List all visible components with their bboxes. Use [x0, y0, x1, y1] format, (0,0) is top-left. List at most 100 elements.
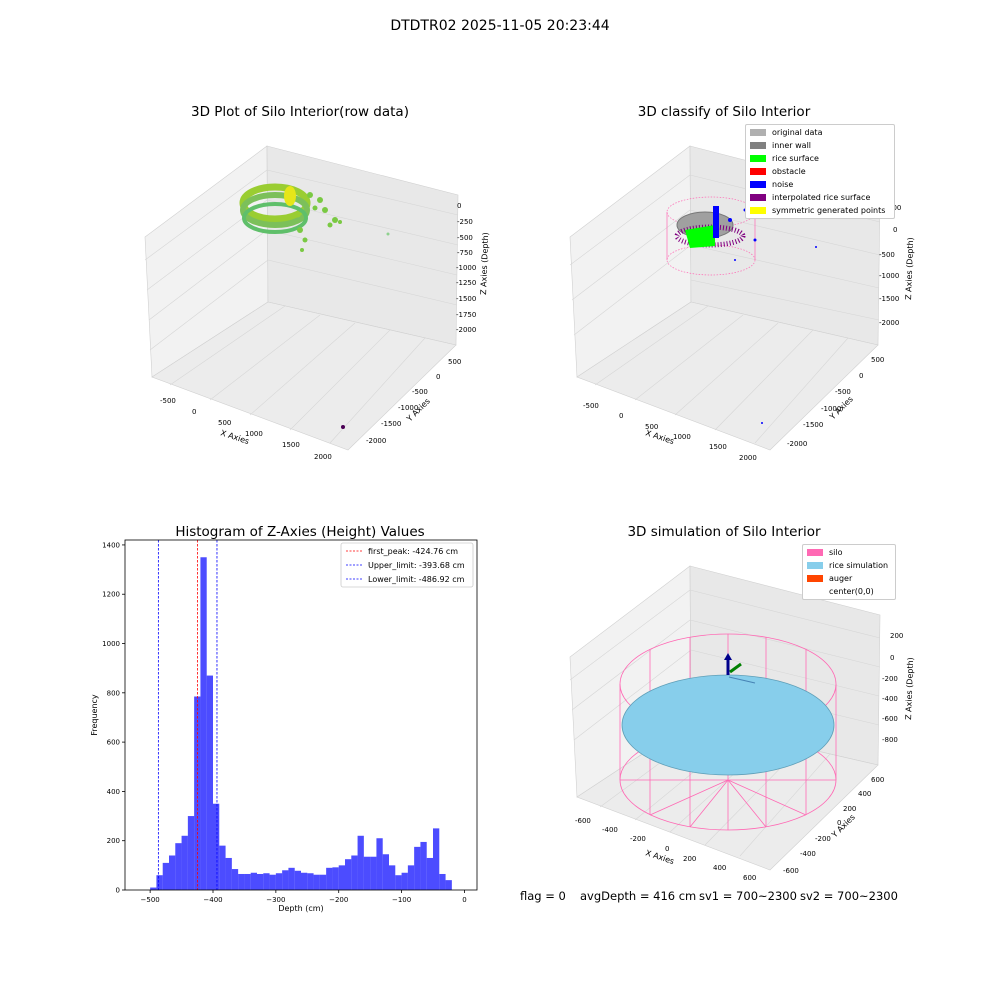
- sim-x-tick: 400: [713, 864, 726, 872]
- histogram-bar: [439, 873, 446, 890]
- legend-obstacle: obstacle: [750, 167, 806, 176]
- histogram-chart: −500 −400 −300 −200 −100 0 0 200 400 600 800 1000 1…: [90, 539, 478, 913]
- histogram-y-tick-label: 1200: [102, 591, 120, 599]
- legend-swatch: [807, 575, 823, 582]
- legend-interpolated: interpolated rice surface: [750, 193, 870, 202]
- histogram-bar: [213, 803, 220, 890]
- simulation-plot-title: 3D simulation of Silo Interior: [627, 524, 821, 540]
- histogram-bar: [257, 873, 264, 890]
- histogram-bar: [407, 865, 415, 890]
- histogram-bar: [219, 845, 226, 890]
- histogram-bar: [338, 865, 345, 890]
- raw-z-tick: 0: [457, 202, 461, 210]
- histogram-y-tick-label: 800: [107, 689, 120, 697]
- sim-y-tick: 200: [843, 805, 856, 813]
- histogram-x-tick-label: −500: [141, 896, 160, 904]
- sim-y-label: Y Axies: [829, 813, 857, 841]
- histogram-bar: [294, 870, 301, 890]
- classify-x-tick: 1000: [673, 433, 691, 441]
- histogram-vlines: [157, 540, 218, 890]
- histogram-bar: [244, 873, 251, 890]
- footer-sv1: sv1 = 700~2300: [699, 889, 797, 903]
- raw-z-label: Z Axies (Depth): [479, 232, 490, 295]
- histogram-bar: [263, 873, 270, 890]
- legend-label: noise: [772, 180, 794, 189]
- histogram-bar: [156, 875, 163, 890]
- histogram-bar: [187, 816, 195, 890]
- classify-y-tick: -1500: [803, 421, 823, 429]
- legend-symmetric: symmetric generated points: [750, 206, 885, 215]
- classify-y-tick: 0: [859, 372, 863, 380]
- histogram-bar: [238, 873, 245, 890]
- legend-center: center(0,0): [807, 587, 874, 596]
- legend-swatch: [807, 562, 823, 569]
- sim-z-tick: 0: [890, 654, 894, 662]
- classify-y-tick: 500: [871, 356, 884, 364]
- raw-z-tick: -1500: [456, 295, 476, 303]
- histogram-bar: [162, 862, 169, 890]
- sim-x-tick: -200: [630, 835, 646, 843]
- legend-swatch: [807, 588, 823, 595]
- histogram-x-tick-label: −400: [203, 896, 222, 904]
- histogram-x-tick-label: −200: [329, 896, 348, 904]
- raw-x-tick: 1500: [282, 441, 300, 449]
- legend-first-peak: first_peak: -424.76 cm: [368, 547, 458, 556]
- sim-z-tick: -800: [882, 736, 898, 744]
- sim-x-tick: -600: [575, 817, 591, 825]
- legend-label: rice surface: [772, 154, 819, 163]
- histogram-bar: [250, 872, 257, 890]
- histogram-legend: first_peak: -424.76 cm Upper_limit: -393…: [340, 542, 474, 588]
- histogram-y-tick-label: 1400: [102, 541, 120, 549]
- sim-z-tick: 200: [890, 632, 903, 640]
- raw-y-tick: -1500: [381, 420, 401, 428]
- histogram-bar: [401, 872, 408, 890]
- sim-z-tick: -200: [882, 675, 898, 683]
- raw-y-tick: -2000: [366, 437, 386, 445]
- raw-x-tick: 0: [192, 408, 196, 416]
- raw-z-tick: -1000: [456, 264, 476, 272]
- histogram-bar: [150, 887, 157, 890]
- legend-swatch: [750, 168, 766, 175]
- histogram-y-tick-label: 600: [107, 739, 120, 747]
- raw-x-tick: 2000: [314, 453, 332, 460]
- classify-x-tick: 2000: [739, 454, 757, 460]
- legend-label: center(0,0): [829, 587, 874, 596]
- legend-label: symmetric generated points: [772, 206, 886, 215]
- raw-z-tick: -500: [457, 234, 473, 242]
- legend-label: original data: [772, 128, 823, 137]
- classify-x-tick: 1500: [709, 443, 727, 451]
- legend-silo: silo: [807, 548, 843, 557]
- raw-z-tick: -1750: [456, 311, 476, 319]
- legend-lower-limit: Lower_limit: -486.92 cm: [368, 575, 465, 584]
- histogram-bar: [395, 875, 402, 890]
- histogram-bar: [200, 557, 207, 890]
- histogram-bar: [269, 874, 276, 890]
- legend-label: inner wall: [772, 141, 812, 150]
- classify-point-cloud: [666, 196, 817, 424]
- classify-z-ticks: 500 0 -500 -1000 -1500 -2000: [879, 204, 901, 327]
- sim-auger: [724, 653, 756, 684]
- classify-x-tick: 500: [645, 423, 658, 431]
- histogram-bar: [445, 880, 452, 890]
- histogram-title: Histogram of Z-Axies (Height) Values: [175, 524, 425, 540]
- legend-rice-surface: rice surface: [750, 154, 819, 163]
- classify-z-tick: -2000: [879, 319, 899, 327]
- footer-avg-depth: avgDepth = 416 cm: [580, 889, 697, 903]
- classify-y-tick: -2000: [787, 440, 807, 448]
- raw-y-ticks: 500 0 -500 -1000 -1500 -2000: [366, 358, 461, 445]
- histogram-x-tick-label: −100: [392, 896, 411, 904]
- legend-label: interpolated rice surface: [772, 193, 871, 202]
- sim-y-tick: 600: [871, 776, 884, 784]
- histogram-y-tick-label: 200: [107, 837, 120, 845]
- histogram-bar: [370, 856, 377, 890]
- sim-x-tick: 0: [665, 845, 669, 853]
- classify-z-tick: 0: [893, 226, 897, 234]
- legend-original-data: original data: [750, 128, 822, 137]
- legend-swatch: [750, 194, 766, 201]
- sim-y-tick: 0: [837, 819, 841, 827]
- sim-z-tick: -600: [882, 715, 898, 723]
- sim-rice-surface: [621, 674, 835, 776]
- raw-z-ticks: 0 -250 -500 -750 -1000 -1250 -1500 -1750…: [456, 202, 476, 334]
- legend-swatch: [750, 155, 766, 162]
- histogram-bar: [433, 828, 440, 890]
